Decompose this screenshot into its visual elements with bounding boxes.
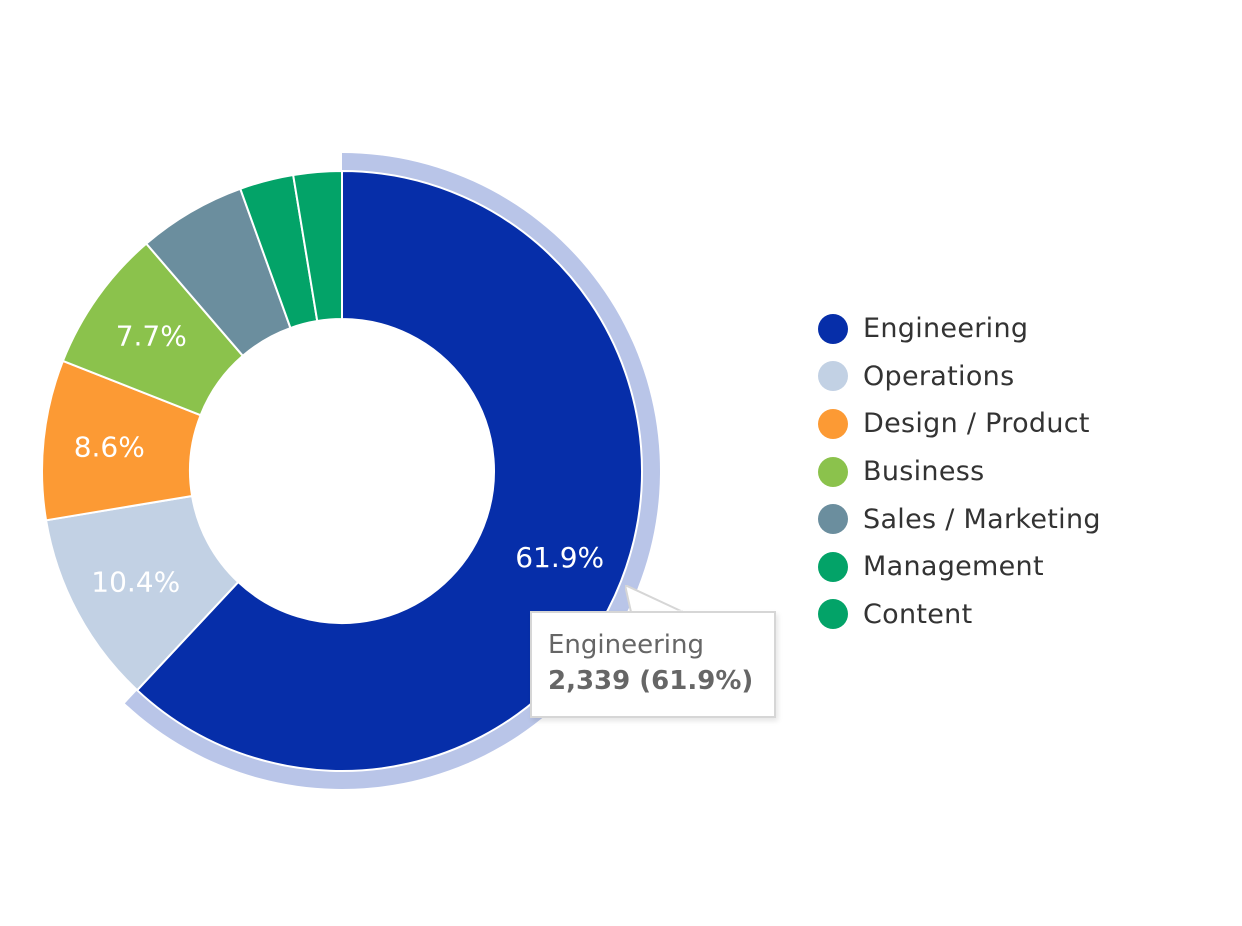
tooltip-series-name: Engineering (548, 630, 704, 660)
legend-swatch-icon (818, 361, 848, 392)
legend-swatch-icon (818, 408, 848, 439)
legend-item-design-product[interactable]: Design / Product (818, 400, 1101, 448)
legend-item-management[interactable]: Management (818, 543, 1101, 591)
legend-item-content[interactable]: Content (818, 591, 1101, 639)
legend-item-business[interactable]: Business (818, 448, 1101, 496)
legend-item-engineering[interactable]: Engineering (818, 305, 1101, 353)
legend-label: Operations (863, 360, 1015, 392)
legend: Engineering Operations Design / Product Bus… (818, 305, 1101, 638)
legend-label: Content (863, 598, 973, 630)
legend-label: Engineering (863, 313, 1029, 345)
slice-label-design-product: 8.6% (74, 430, 145, 463)
legend-item-sales-marketing[interactable]: Sales / Marketing (818, 495, 1101, 543)
slice-label-operations: 10.4% (91, 566, 180, 599)
slice-label-engineering: 61.9% (515, 541, 604, 574)
legend-swatch-icon (818, 551, 848, 582)
tooltip: Engineering 2,339 (61.9%) (530, 611, 776, 718)
legend-label: Sales / Marketing (863, 503, 1101, 535)
legend-swatch-icon (818, 599, 848, 630)
legend-label: Management (863, 551, 1044, 583)
legend-label: Business (863, 456, 985, 488)
legend-swatch-icon (818, 313, 848, 344)
tooltip-value: 2,339 (61.9%) (548, 666, 754, 696)
legend-item-operations[interactable]: Operations (818, 353, 1101, 401)
legend-label: Design / Product (863, 408, 1090, 440)
slice-engineering[interactable] (136, 170, 643, 772)
slice-halo-engineering (124, 153, 661, 789)
slice-content[interactable] (292, 170, 343, 323)
legend-swatch-icon (818, 504, 848, 535)
slice-label-business: 7.7% (116, 319, 187, 352)
legend-swatch-icon (818, 456, 848, 487)
donut-chart: 61.9% 10.4% 8.6% 7.7% (41, 153, 661, 789)
